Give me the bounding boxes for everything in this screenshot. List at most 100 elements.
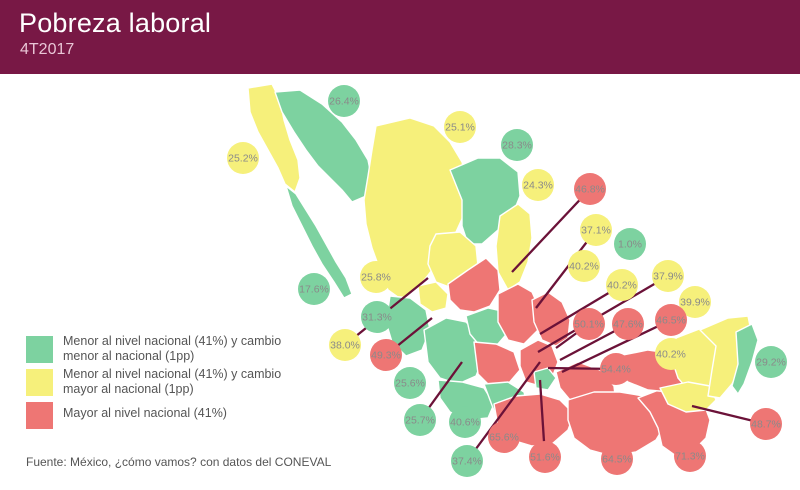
- state-value-bubble: 64.5%: [601, 443, 633, 475]
- bubble-circle: [298, 273, 330, 305]
- state-region: [385, 295, 431, 357]
- state-value-label: 64.5%: [602, 454, 632, 466]
- state-value-bubble: 40.6%: [449, 406, 481, 438]
- bubble-circle: [360, 261, 392, 293]
- bubble-circle: [574, 173, 606, 205]
- state-value-label: 46.5%: [656, 315, 686, 327]
- state-value-label: 37.1%: [581, 225, 611, 237]
- state-value-bubble: 25.1%: [444, 111, 476, 143]
- header-banner: Pobreza laboral 4T2017: [0, 0, 800, 74]
- state-value-bubble: 46.8%: [574, 173, 606, 205]
- state-value-label: 28.3%: [502, 140, 532, 152]
- state-value-label: 37.9%: [653, 271, 683, 283]
- state-value-label: 38.0%: [330, 340, 360, 352]
- state-value-bubble: 37.1%: [580, 214, 612, 246]
- state-value-label: 25.8%: [361, 272, 391, 284]
- state-value-bubble: 31.3%: [361, 301, 393, 333]
- state-value-label: 37.4%: [452, 456, 482, 468]
- state-value-label: 40.6%: [450, 417, 480, 429]
- state-region: [274, 89, 373, 203]
- state-value-bubble: 54.4%: [600, 353, 632, 385]
- state-value-label: 25.6%: [395, 378, 425, 390]
- bubble-circle: [404, 404, 436, 436]
- legend-label-yellow: Menor al nivel nacional (41%) y cambio m…: [63, 367, 282, 396]
- bubble-circle: [674, 440, 706, 472]
- leader-line: [537, 275, 669, 353]
- bubble-circle: [601, 443, 633, 475]
- state-value-bubble: 50.1%: [573, 308, 605, 340]
- state-region: [731, 323, 759, 395]
- bubble-circle: [614, 228, 646, 260]
- bubble-circle: [444, 111, 476, 143]
- bubble-circle: [652, 260, 684, 292]
- state-value-bubble: 37.4%: [451, 445, 483, 477]
- page-subtitle: 4T2017: [20, 41, 75, 58]
- bubble-circle: [449, 406, 481, 438]
- legend-swatch-yellow: [26, 369, 53, 396]
- bubble-circle: [580, 214, 612, 246]
- bubble-circle: [750, 408, 782, 440]
- bubble-circle: [488, 421, 520, 453]
- state-value-bubble: 25.2%: [227, 142, 259, 174]
- bubble-circle: [328, 85, 360, 117]
- state-region: [495, 203, 533, 291]
- state-value-label: 54.4%: [601, 364, 631, 376]
- state-region: [417, 281, 449, 313]
- state-value-label: 1.0%: [618, 239, 642, 251]
- state-value-bubble: 25.6%: [394, 367, 426, 399]
- state-value-bubble: 39.9%: [679, 286, 711, 318]
- bubble-circle: [612, 308, 644, 340]
- state-value-label: 25.2%: [228, 153, 258, 165]
- state-value-label: 71.3%: [675, 451, 705, 463]
- leader-line: [511, 188, 591, 273]
- bubble-circle: [606, 269, 638, 301]
- state-value-label: 39.9%: [680, 297, 710, 309]
- state-value-bubble: 49.3%: [370, 339, 402, 371]
- source-note: Fuente: México, ¿cómo vamos? con datos d…: [26, 455, 332, 469]
- state-value-bubble: 38.0%: [329, 329, 361, 361]
- leader-line: [466, 361, 541, 462]
- bubble-circle: [522, 169, 554, 201]
- state-value-bubble: 71.3%: [674, 440, 706, 472]
- state-value-label: 40.2%: [607, 280, 637, 292]
- state-value-label: 48.7%: [751, 419, 781, 431]
- state-value-label: 47.6%: [613, 319, 643, 331]
- state-value-label: 17.6%: [299, 284, 329, 296]
- state-value-bubble: 28.3%: [501, 129, 533, 161]
- state-regions: [247, 83, 759, 457]
- bubble-circle: [755, 346, 787, 378]
- state-value-bubble: 40.2%: [606, 269, 638, 301]
- state-value-bubble: 1.0%: [614, 228, 646, 260]
- state-region: [285, 185, 353, 299]
- state-value-label: 50.1%: [574, 319, 604, 331]
- state-value-bubble: 48.7%: [750, 408, 782, 440]
- state-value-bubble: 25.8%: [360, 261, 392, 293]
- legend-label-red: Mayor al nivel nacional (41%): [63, 406, 227, 420]
- state-value-bubble: 24.3%: [522, 169, 554, 201]
- state-region: [659, 381, 717, 413]
- bubble-circle: [370, 339, 402, 371]
- state-region: [437, 379, 495, 421]
- state-value-bubble: 29.2%: [755, 346, 787, 378]
- state-value-label: 25.7%: [405, 415, 435, 427]
- state-value-bubble: 65.6%: [488, 421, 520, 453]
- bubble-circle: [501, 129, 533, 161]
- state-value-bubble: 26.4%: [328, 85, 360, 117]
- bubble-circle: [451, 445, 483, 477]
- legend-swatch-green: [26, 336, 53, 363]
- state-value-bubble: 25.7%: [404, 404, 436, 436]
- state-value-label: 46.8%: [575, 184, 605, 196]
- bubble-circle: [329, 329, 361, 361]
- state-region: [447, 257, 501, 313]
- legend-label-green: Menor al nivel nacional (41%) y cambio m…: [63, 334, 282, 363]
- bubble-circle: [679, 286, 711, 318]
- leader-line: [561, 318, 672, 374]
- bubble-circle: [655, 338, 687, 370]
- state-value-label: 40.2%: [656, 349, 686, 361]
- legend-swatch-red: [26, 402, 53, 429]
- state-value-label: 49.3%: [371, 350, 401, 362]
- state-value-bubble: 40.2%: [655, 338, 687, 370]
- state-region: [567, 391, 669, 457]
- bubble-circle: [600, 353, 632, 385]
